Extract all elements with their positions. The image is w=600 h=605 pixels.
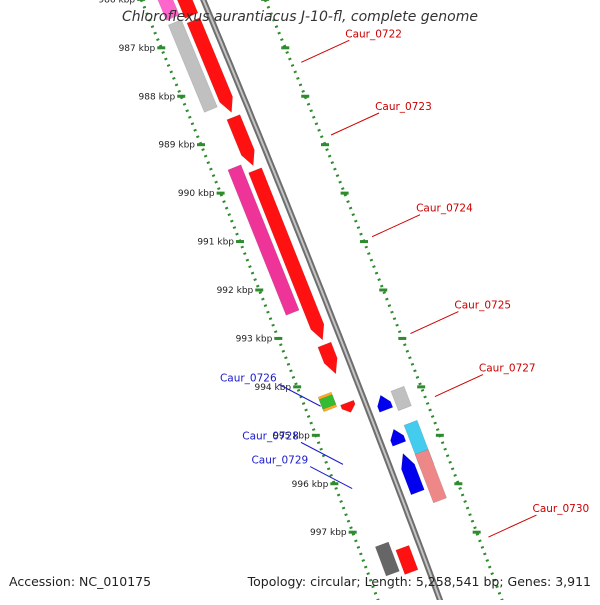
gene-feature [374, 541, 400, 577]
gene-label-leader [309, 466, 353, 490]
genome-backbone-highlight [202, 0, 443, 605]
gene-label-leader [488, 514, 537, 538]
kbp-tick-label: 990 kbp [178, 189, 215, 199]
accession-text: Accession: NC_010175 [9, 574, 152, 589]
gene-feature [317, 341, 338, 375]
kbp-tick-label: 992 kbp [217, 286, 254, 296]
kbp-tick-label: 995 kbp [273, 431, 310, 441]
gene-label: Caur_0730 [532, 503, 589, 515]
gene-feature [226, 114, 255, 167]
gene-label: Caur_0725 [454, 300, 511, 312]
gene-label-leader [410, 311, 459, 335]
gene-feature [395, 545, 419, 575]
kbp-tick-label: 988 kbp [139, 92, 176, 102]
gene-feature [340, 399, 356, 413]
kbp-tick-label: 993 kbp [236, 334, 273, 344]
gene-feature [227, 164, 300, 316]
gene-label-leader [371, 214, 421, 238]
kbp-tick-label: 997 kbp [310, 528, 347, 538]
gene-label: Caur_0722 [345, 28, 402, 40]
kbp-tick-label: 994 kbp [254, 383, 291, 393]
gene-feature [401, 452, 425, 496]
gene-label: Caur_0726 [220, 372, 277, 384]
gene-label: Caur_0724 [416, 203, 473, 215]
gene-feature [248, 167, 325, 341]
gene-label: Caur_0728 [242, 430, 299, 442]
kbp-tick-label: 991 kbp [197, 238, 234, 248]
gene-label: Caur_0729 [251, 455, 308, 467]
gene-feature [177, 0, 199, 19]
topology-text: Topology: circular; Length: 5,258,541 bp… [247, 574, 591, 589]
gene-label: Caur_0723 [375, 101, 432, 113]
gene-label-leader [300, 441, 344, 465]
gene-feature [167, 19, 218, 113]
gene-feature [186, 17, 233, 114]
gene-label-leader [434, 374, 484, 398]
kbp-tick-label: 987 kbp [119, 44, 156, 54]
gene-label: Caur_0727 [479, 363, 536, 375]
gene-feature [414, 449, 447, 504]
kbp-tick-label: 996 kbp [292, 480, 329, 490]
kbp-tick-label: 986 kbp [98, 0, 135, 5]
kbp-tick-label: 989 kbp [158, 141, 195, 151]
gene-feature [157, 0, 180, 21]
gene-feature [390, 385, 412, 412]
left-ruler [139, 0, 382, 605]
gene-feature [377, 394, 394, 413]
gene-label-leader [301, 39, 350, 63]
map-title: Chloroflexus aurantiacus J-10-fl, comple… [122, 9, 478, 25]
gene-label-leader [278, 383, 321, 407]
gene-feature [318, 394, 337, 410]
gene-feature [390, 428, 407, 447]
gene-label-leader [330, 112, 380, 136]
